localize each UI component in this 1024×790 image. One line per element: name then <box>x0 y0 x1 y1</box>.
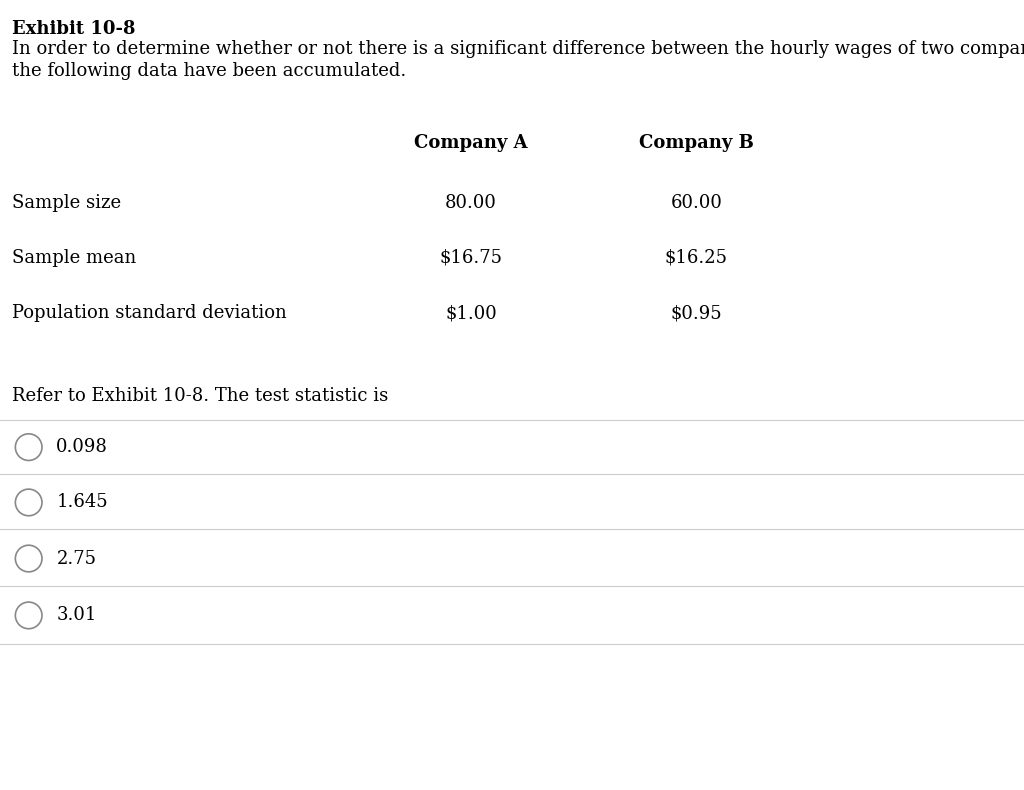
Text: 0.098: 0.098 <box>56 438 109 456</box>
Text: $16.25: $16.25 <box>665 249 728 267</box>
Text: 80.00: 80.00 <box>445 194 497 212</box>
Text: $16.75: $16.75 <box>439 249 503 267</box>
Text: Population standard deviation: Population standard deviation <box>12 304 287 322</box>
Text: 3.01: 3.01 <box>56 607 96 624</box>
Text: 1.645: 1.645 <box>56 494 108 511</box>
Text: $0.95: $0.95 <box>671 304 722 322</box>
Text: Exhibit 10-8: Exhibit 10-8 <box>12 20 136 38</box>
Text: In order to determine whether or not there is a significant difference between t: In order to determine whether or not the… <box>12 40 1024 58</box>
Text: $1.00: $1.00 <box>445 304 497 322</box>
Text: the following data have been accumulated.: the following data have been accumulated… <box>12 62 407 80</box>
Text: 60.00: 60.00 <box>671 194 722 212</box>
Text: 2.75: 2.75 <box>56 550 96 567</box>
Text: Company B: Company B <box>639 134 754 152</box>
Text: Sample size: Sample size <box>12 194 122 212</box>
Text: Refer to Exhibit 10-8. The test statistic is: Refer to Exhibit 10-8. The test statisti… <box>12 387 388 405</box>
Text: Company A: Company A <box>415 134 527 152</box>
Text: Sample mean: Sample mean <box>12 249 136 267</box>
